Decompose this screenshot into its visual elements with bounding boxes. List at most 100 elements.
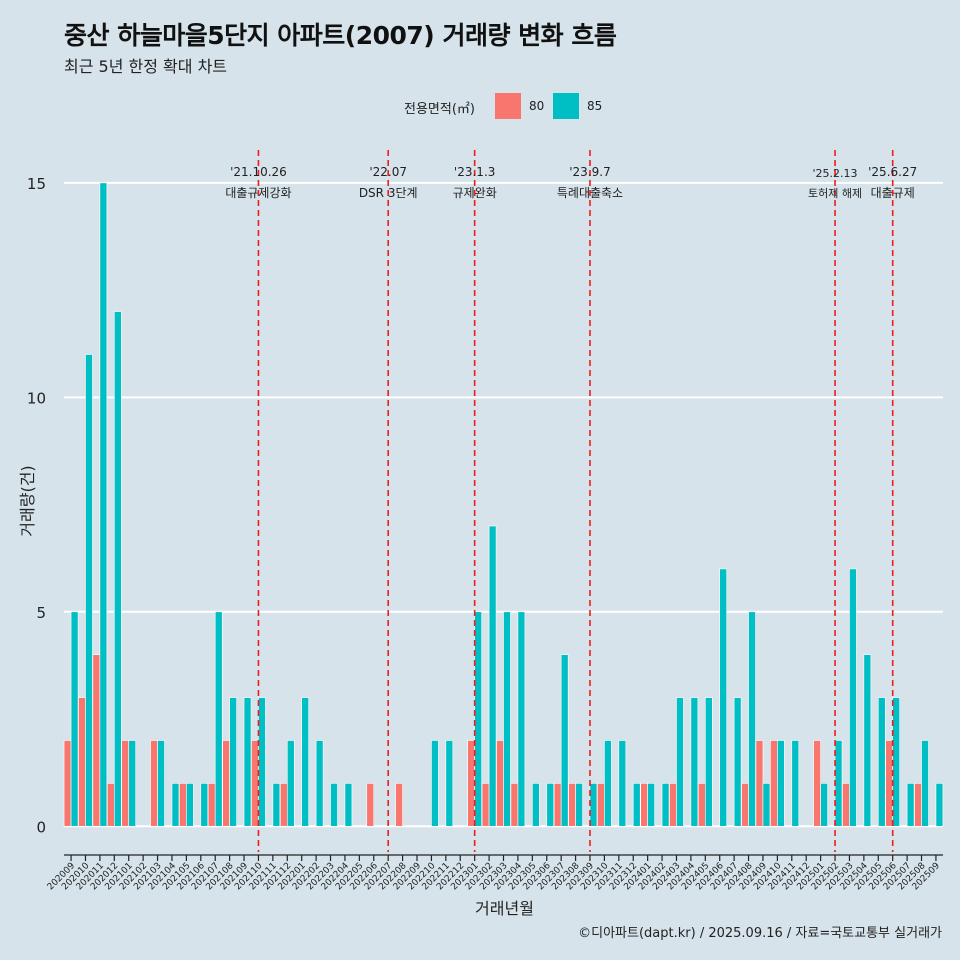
bar-85-202312: [632, 783, 641, 827]
bar-80-202409: [755, 740, 764, 827]
bar-85-202504: [863, 654, 872, 827]
x-tick-label: 202305: [507, 861, 538, 892]
bar-80-202012: [107, 783, 115, 827]
bar-85-202111: [272, 783, 281, 827]
x-tick-label: 202408: [723, 861, 755, 893]
bar-80-202408: [741, 783, 749, 827]
event-label-0: 대출규제강화: [225, 186, 291, 200]
bar-85-202404: [690, 697, 699, 827]
x-tick-label: 202103: [132, 861, 163, 892]
bar-85-202407: [733, 697, 742, 827]
legend-key-85: [553, 93, 579, 119]
x-tick-label: 202102: [118, 861, 149, 892]
bar-85-202301: [474, 611, 482, 827]
bar-80-202009: [63, 740, 72, 827]
bar-80-202208: [395, 783, 403, 827]
bar-80-202303: [496, 740, 504, 827]
bar-80-202112: [279, 783, 288, 827]
x-tick-label: 202404: [666, 861, 698, 893]
x-tick-label: 202211: [421, 861, 452, 892]
legend-label-85: 85: [587, 99, 603, 113]
x-tick-label: 202407: [709, 861, 740, 892]
x-tick-label: 202410: [752, 861, 784, 893]
bar-80-202308: [568, 783, 576, 827]
bar-80-202107: [207, 783, 216, 827]
bar-80-202310: [597, 783, 605, 827]
bar-85-202110: [258, 697, 266, 827]
bar-85-202405: [705, 697, 713, 827]
y-tick-label: 0: [36, 818, 46, 836]
bar-85-202211: [445, 740, 454, 827]
x-tick-label: 202504: [839, 861, 871, 893]
x-tick-label: 202406: [694, 861, 726, 893]
bar-85-202402: [661, 783, 670, 827]
bar-80-202103: [150, 740, 158, 827]
bar-85-202108: [229, 697, 237, 827]
x-tick-label: 202010: [60, 861, 92, 893]
x-tick-label: 202104: [147, 861, 179, 893]
x-tick-label: 202311: [594, 861, 625, 892]
bar-80-202506: [885, 740, 893, 827]
event-date-3: '23.9.7: [569, 165, 610, 179]
bar-85-202508: [921, 740, 929, 827]
event-label-4: 토허제 해제: [808, 186, 862, 200]
bar-80-202110: [251, 740, 259, 827]
bar-85-202309: [589, 783, 598, 827]
bar-85-202009: [70, 611, 79, 827]
bar-85-202308: [575, 783, 583, 827]
x-tick-label: 202202: [291, 861, 322, 892]
x-tick-label: 202505: [853, 861, 884, 892]
x-axis-title: 거래년월: [475, 899, 534, 918]
event-date-0: '21.10.26: [230, 165, 287, 179]
x-tick-label: 202203: [305, 861, 336, 892]
x-tick-label: 202412: [781, 861, 812, 892]
bar-80-202302: [481, 783, 490, 827]
x-tick-label: 202307: [536, 861, 567, 892]
bar-85-202501: [820, 783, 828, 827]
chart-subtitle: 최근 5년 한정 확대 차트: [64, 57, 228, 76]
x-tick-label: 202303: [478, 861, 509, 892]
x-tick-label: 202304: [493, 861, 525, 893]
x-tick-label: 202312: [608, 861, 639, 892]
x-tick-label: 202306: [521, 861, 553, 893]
x-tick-label: 202108: [204, 861, 236, 893]
x-tick-label: 202409: [738, 861, 770, 893]
x-tick-label: 202212: [435, 861, 466, 892]
event-date-1: '22.07: [369, 165, 407, 179]
bar-80-202101: [121, 740, 130, 827]
x-tick-label: 202501: [795, 861, 826, 892]
x-tick-label: 202308: [550, 861, 582, 893]
x-tick-label: 202204: [320, 861, 352, 893]
x-tick-label: 202207: [363, 861, 394, 892]
bar-85-202311: [618, 740, 627, 827]
bar-85-202306: [546, 783, 555, 827]
x-tick-label: 202111: [248, 861, 279, 892]
y-tick-label: 10: [27, 389, 46, 407]
event-date-5: '25.6.27: [868, 165, 917, 179]
x-tick-label: 202101: [103, 861, 134, 892]
bar-85-202506: [892, 697, 900, 827]
event-date-4: '25.2.13: [813, 167, 858, 180]
x-tick-label: 202502: [810, 861, 841, 892]
x-tick-label: 202009: [46, 861, 78, 893]
bar-85-202507: [906, 783, 915, 827]
event-label-3: 특례대출축소: [557, 186, 623, 200]
x-tick-label: 202401: [622, 861, 653, 892]
bar-80-202401: [640, 783, 648, 827]
bar-85-202401: [647, 783, 655, 827]
bar-80-202501: [813, 740, 821, 827]
bar-85-202112: [286, 740, 295, 827]
bar-80-202010: [78, 697, 86, 827]
bar-85-202010: [85, 354, 93, 827]
bar-85-202403: [676, 697, 684, 827]
x-tick-label: 202507: [882, 861, 913, 892]
legend-label-80: 80: [529, 99, 545, 113]
x-tick-label: 202012: [89, 861, 120, 892]
x-tick-label: 202011: [75, 861, 106, 892]
bar-80-202503: [842, 783, 850, 827]
bar-80-202403: [669, 783, 677, 827]
bar-80-202405: [698, 783, 706, 827]
y-tick-label: 5: [36, 604, 46, 622]
bar-80-202301: [467, 740, 475, 827]
bar-80-202206: [366, 783, 375, 827]
